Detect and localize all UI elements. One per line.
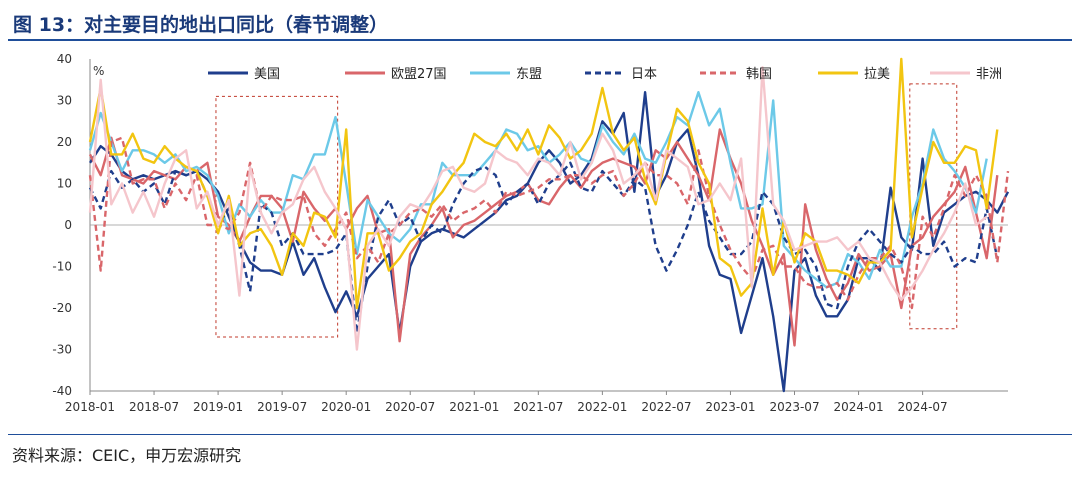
- series-line-拉美: [88, 57, 999, 310]
- x-tick-label: 2020-01: [321, 400, 371, 414]
- y-tick-label: -30: [52, 343, 72, 357]
- series-lines: [88, 57, 1010, 393]
- footer-rule: [8, 434, 1072, 435]
- line-chart: -40 -30 -20 -10 0 10 20 30 40% 2018-01 2018-07 2019…: [52, 52, 1010, 414]
- highlight-boxes: [215, 83, 958, 338]
- x-tick-label: 2024-07: [898, 400, 948, 414]
- y-tick-label: 30: [57, 94, 72, 108]
- chart-axes: -40 -30 -20 -10 0 10 20 30 40% 2018-01 2018-07 2019…: [52, 52, 1008, 414]
- series-line-韩国: [88, 136, 1010, 310]
- legend-label: 欧盟27国: [391, 67, 447, 82]
- series-line-欧盟27国: [88, 128, 999, 347]
- legend-label: 非洲: [976, 67, 1002, 82]
- x-tick-label: 2020-07: [385, 400, 435, 414]
- y-tick-label: 10: [57, 177, 72, 191]
- legend-label: 美国: [254, 67, 280, 82]
- y-tick-label: 20: [57, 135, 72, 149]
- chart-legend: 美国 欧盟27国 东盟 日本 韩国 拉美 非洲: [208, 67, 1002, 82]
- title-rule: [8, 39, 1072, 41]
- series-line-日本: [88, 161, 999, 335]
- y-tick-label: 40: [57, 52, 72, 66]
- y-axis-unit: %: [93, 64, 104, 78]
- legend-label: 拉美: [864, 67, 890, 82]
- series-line-非洲: [88, 66, 988, 351]
- y-tick-label: -20: [52, 301, 72, 315]
- x-tick-label: 2019-01: [193, 400, 243, 414]
- x-tick-label: 2018-01: [65, 400, 115, 414]
- source-note: 资料来源：CEIC，申万宏源研究: [12, 446, 242, 465]
- y-tick-label: -10: [52, 260, 72, 274]
- legend-label: 东盟: [516, 67, 542, 82]
- x-tick-label: 2024-01: [833, 400, 883, 414]
- x-tick-label: 2021-07: [513, 400, 563, 414]
- x-tick-label: 2022-01: [577, 400, 627, 414]
- x-tick-label: 2021-01: [449, 400, 499, 414]
- legend-label: 韩国: [746, 67, 772, 82]
- figure-title: 图 13：对主要目的地出口同比（春节调整）: [13, 14, 389, 36]
- y-tick-label: 0: [64, 218, 72, 232]
- x-tick-label: 2018-07: [129, 400, 179, 414]
- x-tick-label: 2019-07: [257, 400, 307, 414]
- legend-label: 日本: [631, 67, 657, 82]
- y-tick-label: -40: [52, 384, 72, 398]
- series-line-美国: [88, 91, 1010, 393]
- x-tick-label: 2023-01: [705, 400, 755, 414]
- x-tick-label: 2022-07: [641, 400, 691, 414]
- x-tick-label: 2023-07: [769, 400, 819, 414]
